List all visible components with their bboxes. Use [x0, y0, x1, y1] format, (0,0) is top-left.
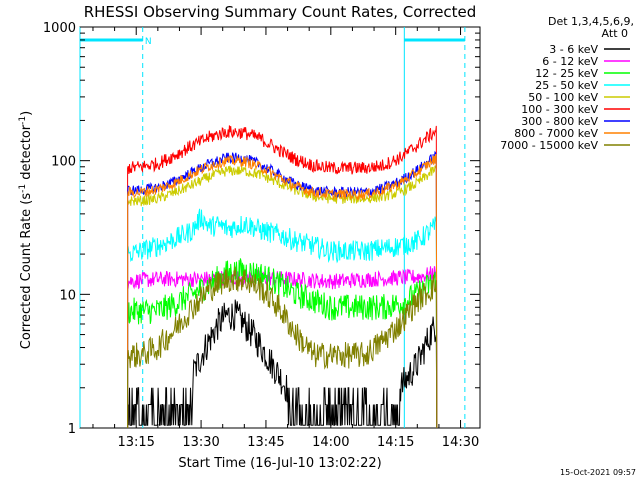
y-axis-label-part2: detector — [19, 124, 34, 184]
y-axis-label-sup2: -1 — [18, 116, 28, 125]
x-tick-label-3: 14:00 — [312, 435, 349, 450]
legend-label-8: 7000 - 15000 keV — [500, 139, 598, 152]
plot-frame — [79, 26, 481, 429]
legend-label-2: 12 - 25 keV — [535, 67, 598, 80]
series-line-0 — [127, 299, 438, 429]
legend-label-7: 800 - 7000 keV — [514, 127, 598, 140]
legend-label-6: 300 - 800 keV — [521, 115, 598, 128]
y-axis: 1 10 100 1000 — [43, 21, 480, 437]
y-tick-label-3: 1000 — [43, 21, 76, 36]
x-tick-label-1: 13:30 — [182, 435, 219, 450]
legend-header-1: Det 1,3,4,5,6,9, — [548, 15, 634, 28]
series-line-1 — [127, 266, 438, 429]
x-tick-label-0: 13:15 — [117, 435, 154, 450]
legend-label-0: 3 - 6 keV — [549, 43, 598, 56]
series-layer — [127, 125, 438, 429]
marker-text-2: N — [145, 37, 152, 47]
y-axis-label-part3: ) — [19, 111, 34, 116]
x-axis-label: Start Time (16-Jul-10 13:02:22) — [178, 456, 381, 471]
chart-title: RHESSI Observing Summary Count Rates, Co… — [84, 3, 477, 21]
x-tick-label-4: 14:15 — [377, 435, 414, 450]
series-line-5 — [127, 125, 438, 429]
series-line-4 — [127, 164, 438, 429]
y-tick-label-1: 10 — [59, 288, 76, 303]
x-tick-label-2: 13:45 — [247, 435, 284, 450]
legend-header-2: Att 0 — [602, 27, 628, 40]
y-axis-label: Corrected Count Rate (s-1 detector-1) — [18, 111, 34, 349]
annotations-layer: N — [79, 27, 466, 428]
series-line-3 — [127, 208, 438, 429]
y-axis-label-part1: Corrected Count Rate (s — [19, 193, 34, 350]
legend-label-1: 6 - 12 keV — [542, 55, 598, 68]
y-tick-label-0: 1 — [68, 422, 76, 437]
x-axis: 13:15 13:30 13:45 14:00 14:15 14:30 — [92, 27, 479, 450]
series-line-2 — [127, 258, 438, 429]
legend-label-5: 100 - 300 keV — [521, 103, 598, 116]
x-tick-label-5: 14:30 — [442, 435, 479, 450]
legend-label-4: 50 - 100 keV — [528, 91, 598, 104]
y-axis-label-sup1: -1 — [18, 184, 28, 193]
legend-label-3: 25 - 50 keV — [535, 79, 598, 92]
y-tick-label-2: 100 — [51, 155, 76, 170]
series-line-8 — [127, 266, 438, 429]
footer-timestamp: 15-Oct-2021 09:57 — [560, 468, 636, 477]
series-line-7 — [127, 154, 438, 429]
